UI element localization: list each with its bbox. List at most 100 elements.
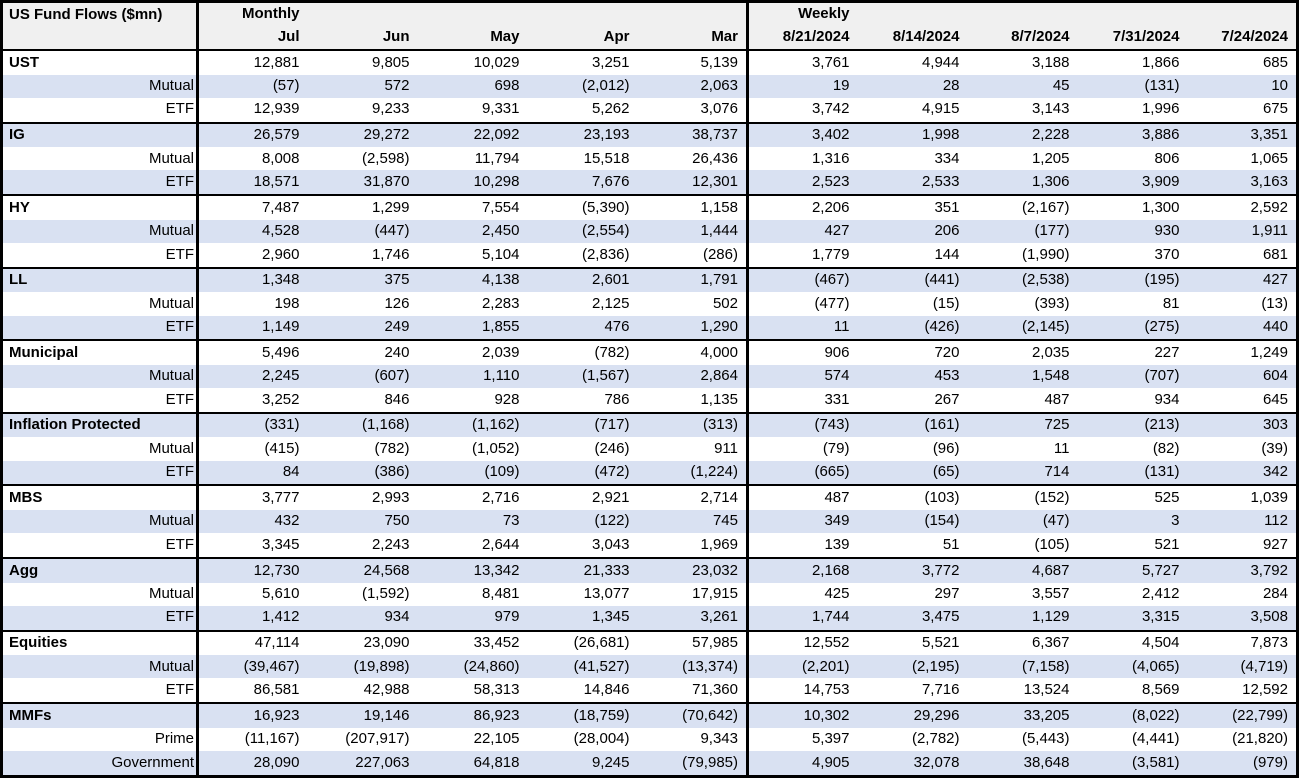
- weekly-value-cell: (195): [1077, 266, 1188, 293]
- header-spacer: [417, 1, 528, 26]
- table-row: MBS 3,777 2,993 2,716 2,921 2,714 487 (103) (152…: [1, 484, 1298, 511]
- monthly-value-cell: 786: [604, 390, 630, 408]
- weekly-value-cell: (103): [857, 484, 968, 511]
- monthly-value-cell: 15,518: [583, 149, 630, 167]
- monthly-value-cell: (79,985): [682, 753, 738, 771]
- weekly-value-cell: 1,249: [1187, 339, 1298, 365]
- weekly-value-cell: 29,296: [857, 702, 968, 728]
- monthly-value-cell: 5,610: [196, 582, 308, 606]
- monthly-value-cell: (5,390): [527, 194, 638, 220]
- weekly-value-cell: (2,782): [911, 730, 960, 748]
- row-label: Agg: [1, 556, 198, 583]
- monthly-value-cell: (2,554): [581, 222, 630, 240]
- table-row: Mutual 432 750 73 (122) 745 349 (154) (47) 3 112: [1, 510, 1298, 534]
- weekly-value-cell: 1,065: [1250, 149, 1288, 167]
- weekly-value-cell: (79): [746, 437, 858, 461]
- table-row: Municipal 5,496 240 2,039 (782) 4,000 906 720 2,…: [1, 339, 1298, 365]
- monthly-value-cell: 5,104: [481, 245, 520, 263]
- monthly-value-cell: 1,791: [637, 266, 748, 293]
- weekly-value-cell: 934: [1154, 390, 1180, 408]
- monthly-value-cell: 11,794: [474, 149, 520, 167]
- weekly-value-cell: (467): [746, 266, 858, 293]
- monthly-value-cell: 1,158: [637, 194, 748, 220]
- weekly-value-cell: (2,201): [746, 655, 858, 679]
- monthly-value-cell: 1,855: [481, 318, 520, 336]
- monthly-value-cell: (286): [702, 245, 738, 263]
- column-header-monthly: Jul: [196, 26, 308, 50]
- weekly-value-cell: 10: [1271, 77, 1288, 95]
- weekly-value-cell: 4,504: [1077, 629, 1188, 656]
- monthly-value-cell: 126: [384, 294, 410, 312]
- weekly-value-cell: (22,799): [1187, 702, 1298, 728]
- monthly-value-cell: 18,571: [196, 170, 308, 196]
- weekly-value-cell: 3,188: [967, 49, 1078, 75]
- table-row: Equities 47,114 23,090 33,452 (26,681) 57,985…: [1, 629, 1298, 656]
- monthly-value-cell: (2,598): [361, 149, 410, 167]
- monthly-value-cell: 4,528: [196, 219, 308, 244]
- row-label: ETF: [165, 390, 194, 408]
- weekly-value-cell: 1,306: [1031, 173, 1070, 191]
- monthly-value-cell: 2,714: [637, 484, 748, 511]
- weekly-value-cell: 1,039: [1187, 484, 1298, 511]
- weekly-value-cell: 38,648: [1023, 753, 1070, 771]
- weekly-value-cell: 440: [1262, 318, 1288, 336]
- weekly-value-cell: 7,716: [921, 680, 960, 698]
- monthly-value-cell: (122): [594, 512, 630, 530]
- monthly-value-cell: 375: [307, 266, 418, 293]
- column-header-weekly: 8/14/2024: [857, 26, 968, 50]
- monthly-value-cell: (24,860): [463, 657, 520, 675]
- weekly-value-cell: 1,316: [746, 147, 858, 171]
- row-label: Equities: [1, 629, 198, 656]
- weekly-value-cell: 685: [1187, 49, 1298, 75]
- weekly-value-cell: (131): [1144, 77, 1180, 95]
- monthly-value-cell: 73: [502, 512, 520, 530]
- weekly-value-cell: 206: [934, 222, 960, 240]
- row-label: ETF: [165, 245, 194, 263]
- weekly-value-cell: 334: [934, 149, 960, 167]
- monthly-value-cell: (1,224): [690, 463, 738, 481]
- weekly-value-cell: (477): [746, 292, 858, 316]
- weekly-value-cell: (8,022): [1077, 702, 1188, 728]
- monthly-value-cell: 198: [196, 292, 308, 316]
- monthly-value-cell: (331): [196, 411, 308, 438]
- monthly-value-cell: (11,167): [196, 727, 308, 751]
- monthly-value-cell: 5,262: [591, 100, 630, 118]
- monthly-value-cell: 4,138: [417, 266, 528, 293]
- weekly-value-cell: 714: [1044, 463, 1070, 481]
- weekly-value-cell: (4,441): [1131, 730, 1180, 748]
- monthly-value-cell: 86,581: [196, 678, 308, 704]
- monthly-value-cell: 10,298: [473, 173, 520, 191]
- row-label: ETF: [165, 608, 194, 626]
- weekly-value-cell: 139: [746, 533, 858, 558]
- monthly-value-cell: 23,090: [307, 629, 418, 656]
- weekly-value-cell: (131): [1144, 463, 1180, 481]
- weekly-value-cell: 2,228: [967, 121, 1078, 148]
- monthly-value-cell: 86,923: [417, 702, 528, 728]
- weekly-value-cell: 112: [1264, 512, 1288, 530]
- header-row-block-labels: US Fund Flows ($mn) Monthly Weekly: [1, 1, 1298, 50]
- weekly-value-cell: 1,911: [1251, 222, 1288, 240]
- weekly-value-cell: (82): [1152, 439, 1180, 457]
- row-label: ETF: [165, 680, 194, 698]
- weekly-value-cell: 1,744: [746, 605, 858, 631]
- table-row: Mutual 8,008 (2,598) 11,794 15,518 26,436 1,31…: [2, 147, 1298, 171]
- monthly-value-cell: 745: [712, 512, 738, 530]
- weekly-value-cell: (96): [932, 439, 960, 457]
- table-row: ETF 18,571 31,870 10,298 7,676 12,301 2,523 2,5…: [1, 170, 1298, 196]
- weekly-value-cell: 2,035: [967, 339, 1078, 365]
- monthly-value-cell: 934: [384, 608, 410, 626]
- monthly-value-cell: 33,452: [417, 629, 528, 656]
- row-label: ETF: [165, 535, 194, 553]
- monthly-value-cell: 31,870: [363, 173, 410, 191]
- monthly-value-cell: 47,114: [196, 629, 308, 656]
- weekly-value-cell: 2,206: [746, 194, 858, 220]
- weekly-value-cell: (665): [746, 460, 858, 486]
- monthly-value-cell: 13,077: [583, 584, 630, 602]
- monthly-value-cell: 2,063: [700, 77, 738, 95]
- column-header-weekly: 7/24/2024: [1187, 26, 1298, 50]
- weekly-value-cell: 51: [942, 535, 960, 553]
- weekly-value-cell: (2,195): [911, 657, 960, 675]
- weekly-value-cell: 3,402: [746, 121, 858, 148]
- monthly-value-cell: 12,939: [196, 97, 308, 123]
